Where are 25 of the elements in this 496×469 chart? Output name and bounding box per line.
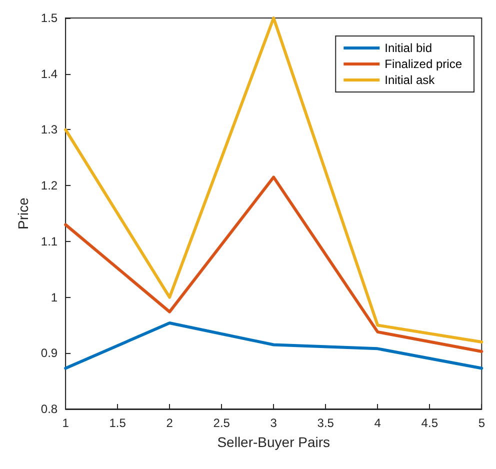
y-tick-label: 0.8 [40, 402, 58, 416]
line-series [64, 16, 484, 344]
y-tick-label: 0.9 [40, 346, 58, 360]
x-tick-label: 3.5 [317, 416, 334, 430]
x-tick-label: 1 [62, 416, 70, 430]
y-tick-label: 1.1 [40, 234, 58, 248]
x-tick-label: 1.5 [109, 416, 126, 430]
x-axis-title: Seller-Buyer Pairs [217, 434, 330, 450]
line-series [64, 321, 484, 370]
y-tick-label: 1 [50, 290, 58, 304]
x-tick-label: 2 [166, 416, 174, 430]
x-tick-label: 3 [270, 416, 278, 430]
line-series [64, 176, 484, 353]
legend-label: Finalized price [384, 57, 462, 71]
y-tick-label: 1.5 [40, 11, 58, 25]
y-tick-label: 1.4 [40, 66, 58, 81]
y-tick-label: 1.3 [40, 122, 58, 137]
x-tick-label: 2.5 [213, 416, 230, 430]
x-tick-label: 5 [478, 416, 486, 430]
y-axis-title: Price [15, 197, 31, 230]
legend-label: Initial bid [384, 41, 432, 55]
legend-label: Initial ask [384, 73, 436, 87]
x-tick-label: 4.5 [421, 416, 438, 430]
x-tick-label: 4 [374, 416, 382, 430]
y-tick-label: 1.2 [40, 178, 58, 193]
